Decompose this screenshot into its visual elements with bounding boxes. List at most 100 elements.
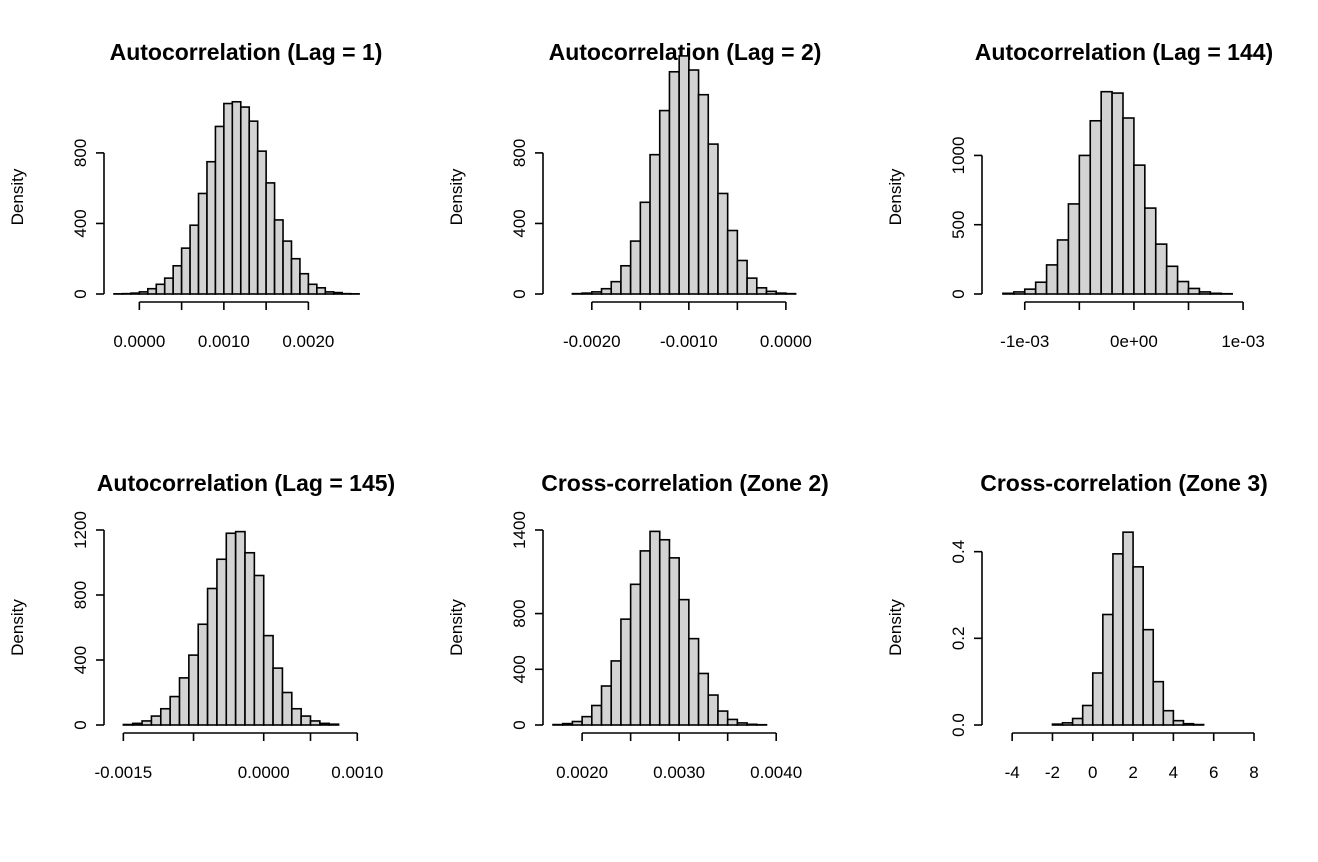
- histogram-bar: [707, 694, 719, 726]
- histogram-bar: [610, 280, 622, 295]
- y-tick-label: 800: [510, 599, 529, 627]
- histogram-panel-3: Autocorrelation (Lag = 144) Density 0 500 10…: [886, 39, 1273, 351]
- histogram-bar: [1045, 264, 1059, 295]
- y-tick-label: 0: [949, 289, 968, 298]
- histogram-bar: [262, 634, 274, 726]
- histogram-bar: [726, 718, 739, 726]
- histogram-bar: [736, 259, 748, 295]
- histogram-bar: [688, 69, 700, 295]
- x-tick-label: 2: [1128, 763, 1137, 782]
- histogram-bar: [328, 723, 340, 726]
- x-tick-label: 0.0000: [760, 332, 812, 351]
- histogram-bar: [1122, 117, 1135, 295]
- histogram-bar: [620, 618, 632, 726]
- y-tick-label: 0: [71, 289, 90, 298]
- histogram-bar: [658, 538, 671, 726]
- histogram-bar: [707, 143, 719, 295]
- histogram-bar: [1162, 709, 1175, 726]
- x-tick-label: 0.0040: [750, 763, 802, 782]
- histogram-bar: [1152, 680, 1165, 726]
- histogram-bar: [697, 93, 710, 295]
- histogram-bar: [649, 153, 661, 295]
- x-tick-label: -2: [1045, 763, 1060, 782]
- histogram-bar: [765, 290, 777, 295]
- chart-title: Cross-correlation (Zone 2): [541, 470, 829, 496]
- histogram-bar: [717, 710, 729, 726]
- y-tick-label: 400: [71, 646, 90, 674]
- histogram-bar: [159, 707, 171, 726]
- x-tick-label: 0.0030: [653, 763, 705, 782]
- histogram-bar: [639, 201, 651, 295]
- x-tick-label: 0: [1088, 763, 1097, 782]
- y-tick-label: 800: [71, 139, 90, 167]
- histogram-bar: [1023, 288, 1037, 295]
- histogram-bar: [746, 277, 758, 295]
- histogram-bar: [561, 722, 574, 726]
- histogram-bar: [581, 292, 593, 295]
- y-axis-label: Density: [886, 599, 905, 656]
- histogram-bar: [281, 691, 293, 726]
- histogram-bar: [1182, 722, 1195, 726]
- x-tick-label: 0.0020: [556, 763, 608, 782]
- histogram-bar: [610, 660, 622, 726]
- histogram-bar: [178, 677, 190, 726]
- histogram-bar: [1034, 281, 1048, 295]
- histogram-bar: [169, 695, 181, 726]
- y-tick-label: 0: [510, 720, 529, 729]
- y-tick-label: 1200: [71, 511, 90, 549]
- x-tick-label: 8: [1249, 763, 1258, 782]
- histogram-bar: [239, 106, 251, 295]
- y-tick-label: 0.2: [949, 627, 968, 651]
- x-tick-label: -1e-03: [1000, 332, 1049, 351]
- histogram-bar: [253, 574, 265, 726]
- x-tick-label: -0.0015: [95, 763, 153, 782]
- histogram-bar: [141, 720, 153, 726]
- histogram-bar: [1061, 722, 1074, 726]
- histogram-bar: [581, 715, 593, 726]
- x-tick-label: -4: [1005, 763, 1020, 782]
- chart-title: Cross-correlation (Zone 3): [980, 470, 1268, 496]
- histogram-bar: [214, 125, 225, 295]
- histogram-bar: [1091, 672, 1104, 726]
- histogram-bar: [206, 160, 217, 295]
- x-tick-label: 4: [1169, 763, 1178, 782]
- histogram-bar: [225, 532, 237, 726]
- histogram-bar: [1122, 531, 1134, 726]
- y-tick-label: 0.4: [949, 540, 968, 564]
- y-tick-label: 400: [510, 655, 529, 683]
- histogram-bar: [649, 530, 661, 726]
- y-tick-label: 800: [510, 139, 529, 167]
- histogram-bar: [1144, 207, 1157, 295]
- histogram-bar: [639, 550, 651, 726]
- histogram-bar: [147, 287, 158, 295]
- histogram-bar: [150, 715, 162, 726]
- histogram-bar: [234, 530, 246, 726]
- histogram-bar: [256, 150, 267, 295]
- histogram-bar: [1002, 292, 1015, 295]
- histogram-bar: [1142, 628, 1155, 726]
- histogram-bar: [206, 587, 218, 726]
- histogram-bar: [1102, 613, 1114, 726]
- histogram-bar: [319, 722, 331, 726]
- histogram-bar: [571, 720, 583, 726]
- chart-title: Autocorrelation (Lag = 1): [110, 39, 383, 65]
- histogram-bar: [131, 722, 143, 726]
- histogram-bar: [697, 672, 710, 726]
- histogram-bar: [316, 287, 327, 295]
- histogram-bar: [591, 704, 603, 726]
- y-axis-label: Density: [447, 599, 466, 656]
- x-tick-label: -0.0010: [660, 332, 718, 351]
- histogram-bar: [290, 257, 301, 295]
- histogram-bar: [678, 55, 690, 295]
- histogram-bar: [197, 623, 209, 726]
- histogram-bar: [272, 667, 284, 726]
- histogram-bar: [324, 291, 335, 295]
- y-axis-label: Density: [886, 168, 905, 225]
- x-tick-label: 6: [1209, 763, 1218, 782]
- x-tick-label: 1e-03: [1221, 332, 1264, 351]
- histogram-bar: [332, 291, 343, 295]
- histogram-bar: [726, 229, 739, 295]
- histogram-bar: [282, 240, 293, 295]
- histogram-bar: [678, 598, 690, 726]
